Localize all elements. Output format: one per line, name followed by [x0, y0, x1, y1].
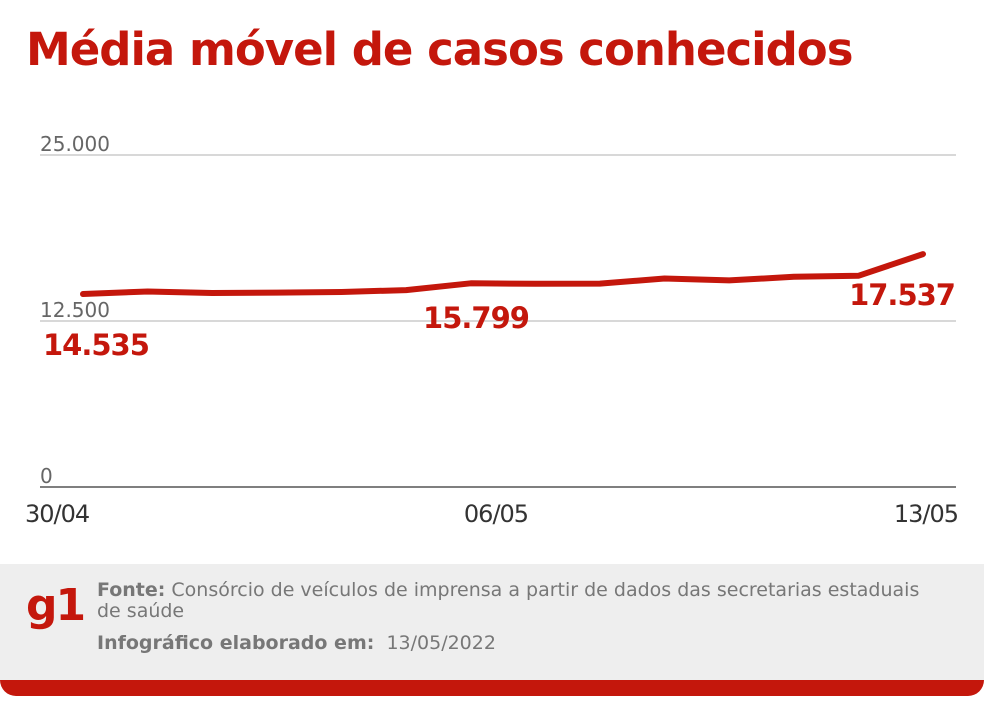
x-tick-label: 13/05 [894, 500, 958, 528]
g1-logo: g1 [26, 580, 86, 631]
line-chart: 25.000 12.500 0 30/04 06/05 13/05 14.535 15.799… [25, 132, 959, 528]
source-text: Consórcio de veículos de imprensa a part… [97, 579, 920, 622]
y-tick-label: 25.000 [40, 132, 110, 156]
x-tick-label: 06/05 [464, 500, 528, 528]
made-label: Infográfico elaborado em: [97, 632, 375, 654]
data-label: 14.535 [43, 328, 149, 362]
made-date-note: Infográfico elaborado em: 13/05/2022 [97, 632, 496, 654]
source-note: Fonte: Consórcio de veículos de imprensa… [97, 580, 927, 622]
source-label: Fonte: [97, 579, 166, 601]
y-tick-label: 12.500 [40, 298, 110, 322]
footer: g1 Fonte: Consórcio de veículos de impre… [0, 564, 984, 696]
y-tick-label: 0 [40, 464, 53, 488]
data-label: 15.799 [423, 301, 529, 335]
made-date: 13/05/2022 [386, 632, 496, 654]
x-tick-label: 30/04 [25, 500, 89, 528]
chart-title: Média móvel de casos conhecidos [26, 23, 854, 76]
series-line [80, 251, 926, 297]
data-label: 17.537 [849, 278, 955, 312]
